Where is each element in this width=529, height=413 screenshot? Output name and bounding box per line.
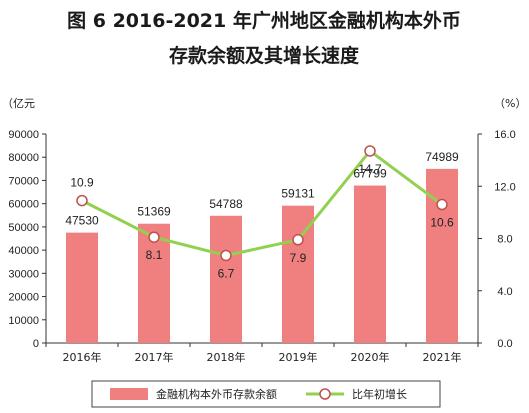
right-axis-tick-label: 16.0 [494, 129, 515, 141]
bar [354, 185, 386, 343]
line-series [76, 145, 448, 262]
axes: 0 10000 20000 30000 40000 50000 60000 70000 8000… [8, 129, 515, 364]
legend-bar-label: 金融机构本外币存款余额 [156, 387, 277, 401]
bar [138, 223, 170, 343]
right-axis-unit: （%） [494, 97, 526, 110]
bar [210, 215, 242, 343]
bar-value-label: 47530 [65, 214, 99, 228]
line-value-label: 7.9 [290, 251, 307, 265]
line-point [364, 145, 376, 157]
right-axis-tick-label: 8.0 [497, 234, 512, 246]
legend-line-label: 比年初增长 [352, 387, 407, 401]
x-axis-category-label: 2016年 [63, 350, 102, 364]
line-point [436, 198, 448, 211]
x-axis-category-label: 2020年 [351, 350, 390, 364]
line-point [76, 194, 88, 207]
line-value-label: 8.1 [146, 248, 163, 262]
legend: 金融机构本外币存款余额 比年初增长 [91, 380, 441, 408]
bar-value-label: 51369 [137, 205, 171, 219]
left-axis-tick-label: 30000 [8, 268, 39, 280]
data-labels: 47530 51369 54788 59131 67799 74989 10.9 8.1 6.7… [65, 150, 459, 281]
x-axis-category-label: 2018年 [207, 350, 246, 364]
x-axis-category-label: 2017年 [135, 350, 174, 364]
chart-title-line-1: 图 6 2016-2021 年广州地区金融机构本外币 [67, 9, 461, 32]
line-point [292, 234, 304, 246]
left-axis-tick-label: 10000 [8, 315, 39, 327]
bar-series [66, 168, 458, 343]
bar-value-label: 67799 [353, 167, 387, 181]
bar-value-label: 59131 [281, 187, 315, 201]
left-axis-tick-label: 0 [33, 338, 39, 350]
line-point [220, 249, 232, 262]
legend-box [91, 380, 441, 408]
line-value-label: 10.9 [70, 176, 94, 190]
left-axis-tick-label: 60000 [8, 199, 39, 211]
bar-value-label: 54788 [209, 197, 243, 211]
left-axis-tick-label: 80000 [8, 152, 39, 164]
right-axis-tick-label: 4.0 [497, 286, 512, 298]
growth-line [81, 149, 443, 257]
bar-value-label: 74989 [425, 150, 459, 164]
legend-line-marker [319, 388, 331, 400]
line-value-label: 6.7 [218, 266, 235, 280]
left-axis-tick-label: 40000 [8, 245, 39, 257]
x-axis-category-label: 2021年 [423, 350, 462, 364]
left-axis-tick-label: 70000 [8, 175, 39, 187]
x-axis-category-label: 2019年 [279, 350, 318, 364]
line-value-label: 10.6 [430, 216, 454, 230]
left-axis-tick-label: 50000 [8, 222, 39, 234]
left-axis-unit: （亿元 [2, 97, 35, 110]
left-axis-tick-label: 20000 [8, 292, 39, 304]
right-axis-tick-label: 0.0 [497, 338, 512, 350]
legend-bar-swatch [110, 388, 148, 400]
left-axis-tick-label: 90000 [8, 129, 39, 141]
line-point [148, 231, 160, 243]
bar [66, 232, 98, 343]
right-axis-tick-label: 12.0 [494, 181, 515, 193]
line-value-label: 14.7 [358, 162, 382, 176]
chart-title-line-2: 存款余额及其增长速度 [169, 44, 360, 67]
